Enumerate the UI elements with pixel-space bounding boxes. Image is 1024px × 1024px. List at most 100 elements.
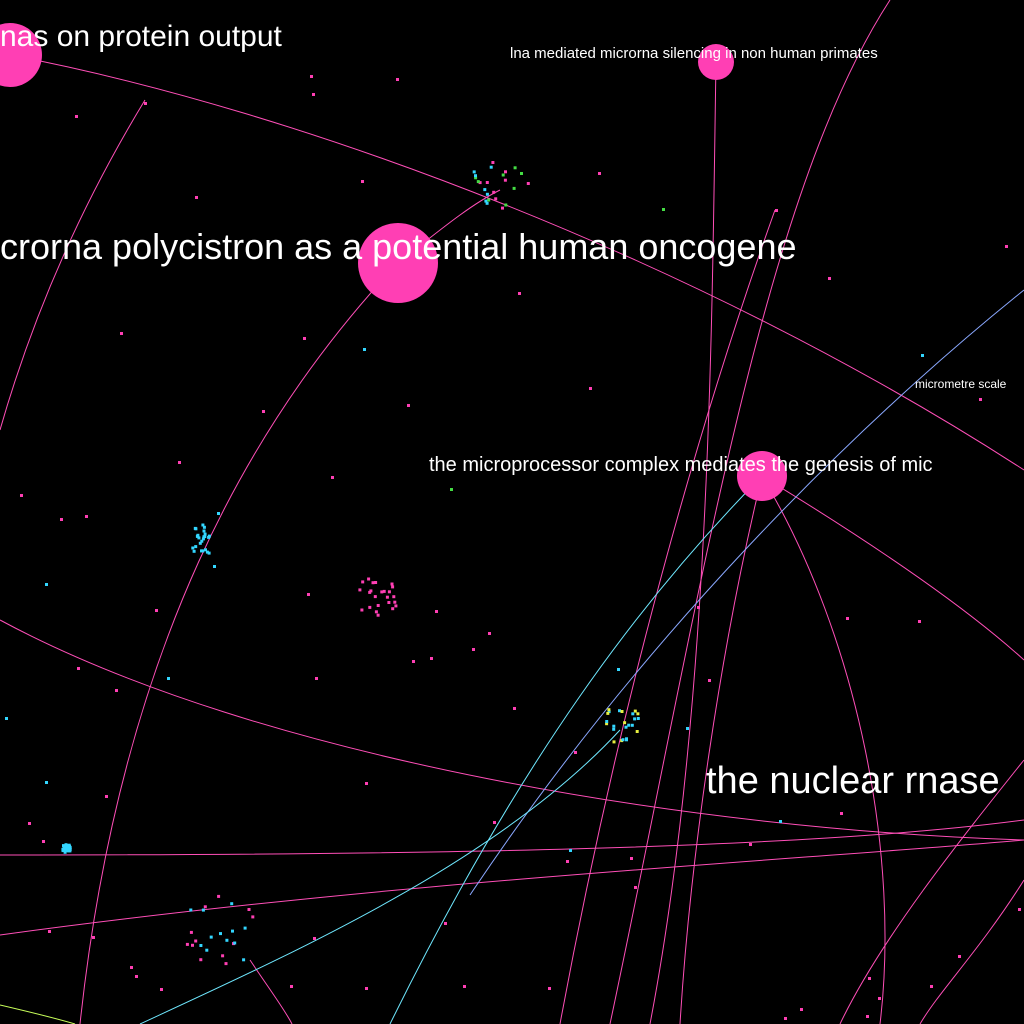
dot (840, 812, 843, 815)
dot (394, 604, 398, 608)
dot (662, 208, 665, 211)
dot (155, 609, 158, 612)
dot (312, 93, 315, 96)
dot (202, 525, 206, 529)
dot (207, 535, 211, 539)
dot (45, 583, 48, 586)
dot (566, 860, 569, 863)
dot (160, 988, 163, 991)
dot (784, 1017, 787, 1020)
dot (65, 849, 69, 853)
edge (389, 475, 763, 1024)
dot (207, 551, 211, 555)
dot (636, 717, 640, 720)
dot (569, 849, 572, 852)
dot (115, 689, 118, 692)
dot (201, 908, 205, 912)
dot (303, 337, 306, 340)
dot (605, 720, 609, 723)
label-lna-silencing[interactable]: lna mediated microrna silencing in non h… (510, 45, 878, 62)
label-protein-output[interactable]: nas on protein output (0, 20, 283, 53)
dot (219, 932, 222, 936)
dot (203, 535, 207, 538)
dot (201, 523, 205, 527)
dot (262, 410, 265, 413)
dot (749, 843, 752, 846)
label-nuclear-rnase[interactable]: the nuclear rnase (706, 760, 1000, 802)
dot (618, 709, 621, 713)
dot (191, 943, 194, 947)
dot (612, 727, 616, 731)
node-polycistron[interactable] (358, 223, 438, 303)
dot (20, 494, 23, 497)
dot (518, 292, 521, 295)
node-protein-output[interactable] (0, 23, 42, 87)
dot-layer (5, 75, 1021, 1020)
node-lna-silencing[interactable] (698, 44, 734, 80)
dot (487, 198, 491, 202)
dot (225, 938, 229, 942)
edge (249, 959, 293, 1024)
dot (598, 172, 601, 175)
dot (217, 512, 220, 515)
dot (205, 948, 209, 952)
dot (478, 181, 482, 185)
dot (512, 186, 516, 190)
dot (233, 941, 237, 945)
dot (1005, 245, 1008, 248)
dot (634, 886, 637, 889)
dot (144, 102, 147, 105)
dot (213, 565, 216, 568)
dot (60, 518, 63, 521)
dot (958, 955, 961, 958)
dot (627, 723, 631, 727)
edge (559, 209, 776, 1024)
dot (367, 577, 371, 581)
edge (839, 759, 1024, 1024)
edge (0, 819, 1024, 856)
dot (391, 607, 395, 611)
dot (191, 546, 195, 550)
dot (430, 657, 433, 660)
dot (68, 849, 72, 853)
dot (92, 936, 95, 939)
dot (251, 915, 255, 919)
dot (371, 581, 375, 585)
dot (64, 843, 68, 847)
dot (64, 846, 68, 850)
node-microprocessor[interactable] (737, 451, 787, 501)
edge (919, 879, 1024, 1024)
label-micrometre[interactable]: micrometre scale (915, 377, 1007, 391)
dot (200, 549, 203, 553)
dot (243, 926, 247, 930)
dot (472, 648, 475, 651)
edge (0, 1004, 76, 1024)
dot (5, 717, 8, 720)
dot (493, 821, 496, 824)
dot (48, 930, 51, 933)
dot (201, 537, 205, 541)
dot (196, 533, 200, 537)
dot (368, 590, 372, 594)
label-microprocessor[interactable]: the microprocessor complex mediates the … (429, 454, 933, 476)
dot (385, 595, 389, 599)
dot (130, 966, 133, 969)
dot (315, 677, 318, 680)
dot (203, 532, 207, 536)
dot (918, 620, 921, 623)
dot (361, 180, 364, 183)
dot (205, 550, 209, 554)
label-polycistron[interactable]: crorna polycistron as a potential human … (0, 226, 797, 267)
dot (224, 962, 228, 966)
dot (485, 192, 489, 196)
dot (828, 277, 831, 280)
dot (197, 536, 201, 540)
dot (636, 712, 640, 716)
dot (194, 545, 198, 549)
dot (77, 667, 80, 670)
dot (396, 78, 399, 81)
dot (620, 710, 624, 713)
dot (1018, 908, 1021, 911)
